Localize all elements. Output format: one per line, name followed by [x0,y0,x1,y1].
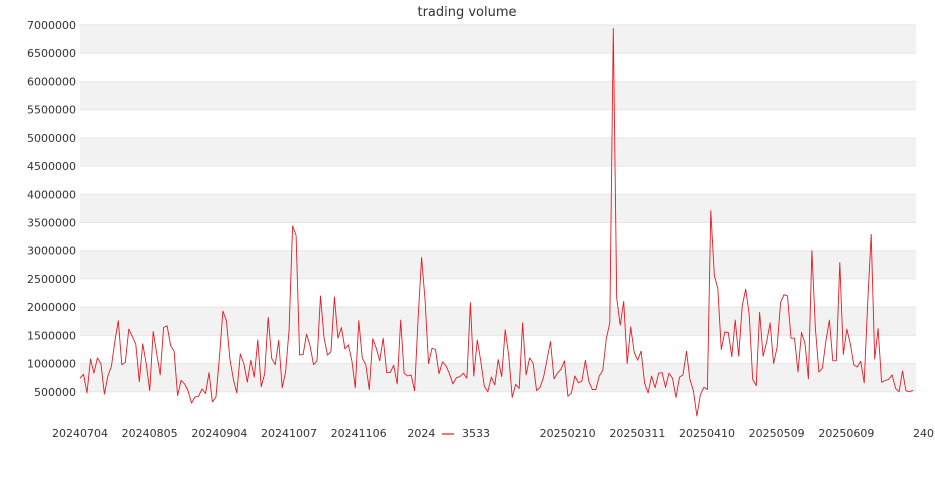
grid-band [80,307,916,336]
series-line-3533 [79,27,914,417]
y-axis: 500000 1000000 1500000 2000000 2500000 300000… [27,19,76,399]
grid-band [80,194,916,223]
x-tick-label: 20250311 [609,427,665,440]
y-tick-label: 1500000 [27,329,76,342]
x-tick-label: 20241007 [261,427,317,440]
x-tick-label: 20241106 [331,427,387,440]
y-tick-label: 7000000 [27,19,76,32]
grid-band [80,81,916,110]
chart-title: trading volume [417,5,516,20]
x-tick-label: 20250509 [749,427,805,440]
x-tick-label: 240 [913,427,934,440]
x-tick-label: 20250210 [540,427,596,440]
x-axis: 20240704 20240805 20240904 20241007 20241106… [52,427,934,440]
legend-label: 3533 [462,427,490,440]
y-tick-label: 2000000 [27,301,76,314]
y-tick-label: 5000000 [27,132,76,145]
x-tick-label: 20240805 [122,427,178,440]
legend: 3533 [436,426,526,440]
grid-band [80,137,916,167]
plot-background-bands [80,24,916,420]
grid-band [80,250,916,279]
grid-band [80,25,916,54]
y-tick-label: 2500000 [27,273,76,286]
y-tick-label: 6000000 [27,75,76,88]
y-tick-label: 500000 [34,386,76,399]
x-tick-label: 20250410 [679,427,735,440]
y-tick-label: 1000000 [27,358,76,371]
x-tick-label: 20240704 [52,427,108,440]
x-tick-label: 20250609 [818,427,874,440]
x-tick-label: 20240904 [191,427,247,440]
grid-band [80,363,916,392]
y-tick-label: 3500000 [27,217,76,230]
y-tick-label: 5500000 [27,104,76,117]
y-tick-label: 6500000 [27,47,76,60]
y-tick-label: 4000000 [27,188,76,201]
y-tick-label: 3000000 [27,245,76,258]
y-tick-label: 4500000 [27,160,76,173]
